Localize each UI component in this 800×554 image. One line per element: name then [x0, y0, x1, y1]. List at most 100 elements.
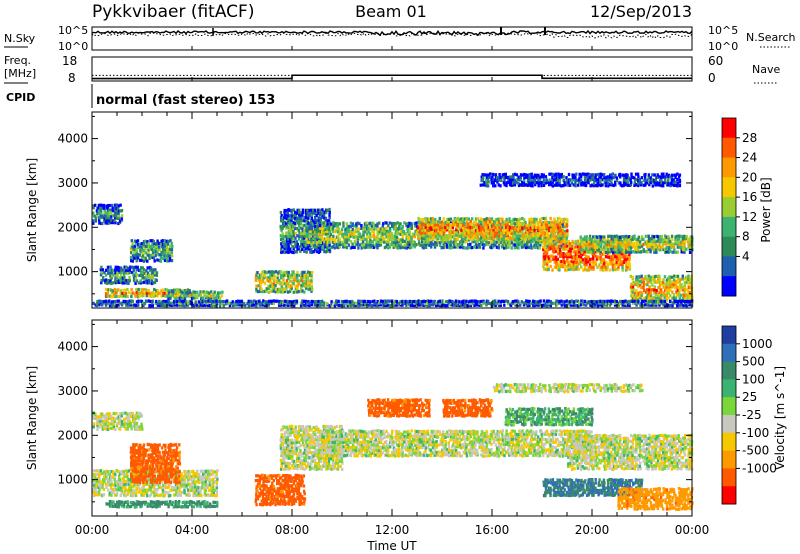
heat-cell	[663, 283, 667, 287]
heat-cell	[294, 250, 297, 254]
heat-cell	[581, 239, 584, 243]
heat-cell	[420, 223, 423, 227]
heat-cell	[281, 221, 285, 225]
heat-cell	[155, 299, 158, 304]
heat-cell	[677, 293, 681, 297]
heat-cell	[306, 275, 310, 279]
heat-cell	[580, 173, 583, 177]
heat-cell	[142, 268, 146, 272]
heat-cell	[111, 209, 115, 213]
heat-cell	[604, 242, 607, 246]
heat-cell	[296, 279, 299, 283]
heat-cell	[479, 225, 482, 229]
heat-cell	[569, 249, 572, 253]
heat-cell	[139, 250, 142, 254]
heat-cell	[590, 175, 594, 179]
heat-cell	[418, 241, 421, 245]
heat-cell	[681, 237, 684, 241]
heat-cell	[548, 240, 551, 244]
heat-cell	[360, 226, 363, 230]
heat-cell	[291, 232, 294, 236]
heat-cell	[300, 284, 303, 288]
heat-cell	[612, 250, 615, 254]
heat-cell	[98, 299, 101, 303]
heat-cell	[328, 243, 331, 247]
heat-cell	[544, 254, 548, 258]
heat-cell	[280, 219, 283, 223]
heat-cell	[160, 294, 163, 298]
heat-cell	[218, 296, 222, 300]
heat-cell	[325, 211, 328, 215]
heat-cell	[636, 181, 640, 185]
heat-cell	[342, 221, 345, 225]
heat-cell	[318, 208, 322, 212]
heat-cell	[287, 250, 290, 254]
heat-cell	[116, 280, 119, 285]
heat-cell	[132, 268, 135, 272]
heat-cell	[670, 245, 674, 249]
heat-cell	[526, 240, 529, 244]
heat-cell	[330, 300, 333, 304]
heat-cell	[583, 172, 586, 176]
heat-cell	[653, 285, 656, 289]
heat-cell	[119, 203, 122, 207]
heat-cell	[503, 243, 507, 247]
heat-cell	[546, 245, 549, 249]
heat-cell	[283, 210, 286, 214]
heat-cell	[280, 214, 283, 218]
heat-cell	[480, 175, 483, 179]
heat-cell	[533, 222, 537, 226]
heat-cell	[462, 237, 465, 241]
heat-cell	[459, 302, 462, 306]
heat-cell	[167, 289, 170, 293]
heat-cell	[553, 257, 556, 261]
heat-cell	[569, 242, 572, 246]
heat-cell	[136, 253, 140, 257]
heat-cell	[669, 249, 672, 253]
heat-cell	[549, 242, 552, 246]
heat-cell	[577, 183, 580, 187]
heat-cell	[449, 243, 452, 247]
heat-cell	[546, 223, 549, 227]
heat-cell	[533, 173, 537, 177]
heat-cell	[103, 300, 106, 304]
heat-cell	[643, 288, 646, 292]
heat-cell	[335, 222, 338, 226]
heat-cell	[549, 234, 552, 238]
heat-cell	[499, 222, 503, 227]
heat-cell	[308, 227, 311, 231]
heat-cell	[639, 279, 642, 284]
heat-cell	[487, 237, 490, 241]
heat-cell	[117, 294, 120, 299]
heat-cell	[110, 288, 113, 292]
heat-cell	[340, 299, 343, 304]
heat-cell	[535, 300, 538, 304]
heat-cell	[503, 303, 506, 307]
heat-cell	[109, 265, 112, 269]
heat-cell	[290, 210, 293, 214]
heat-cell	[110, 304, 114, 308]
heat-cell	[110, 276, 113, 280]
heat-cell	[634, 178, 637, 182]
heat-cell	[179, 296, 182, 300]
heat-cell	[328, 234, 331, 238]
heat-cell	[158, 299, 161, 303]
heat-cell	[567, 260, 570, 264]
heat-cell	[596, 245, 599, 249]
heat-cell	[262, 303, 265, 307]
heat-cell	[346, 303, 349, 308]
heat-cell	[290, 222, 293, 226]
heat-cell	[561, 234, 565, 238]
heat-cell	[676, 184, 679, 188]
heat-cell	[551, 234, 554, 238]
heat-cell	[629, 285, 633, 289]
heat-cell	[524, 222, 527, 226]
heat-cell	[529, 238, 532, 242]
heat-cell	[322, 245, 326, 250]
heat-cell	[654, 178, 657, 182]
heat-cell	[159, 256, 162, 260]
heat-cell	[392, 227, 396, 231]
heat-cell	[114, 271, 117, 275]
heat-cell	[367, 230, 371, 234]
heat-cell	[566, 218, 569, 222]
